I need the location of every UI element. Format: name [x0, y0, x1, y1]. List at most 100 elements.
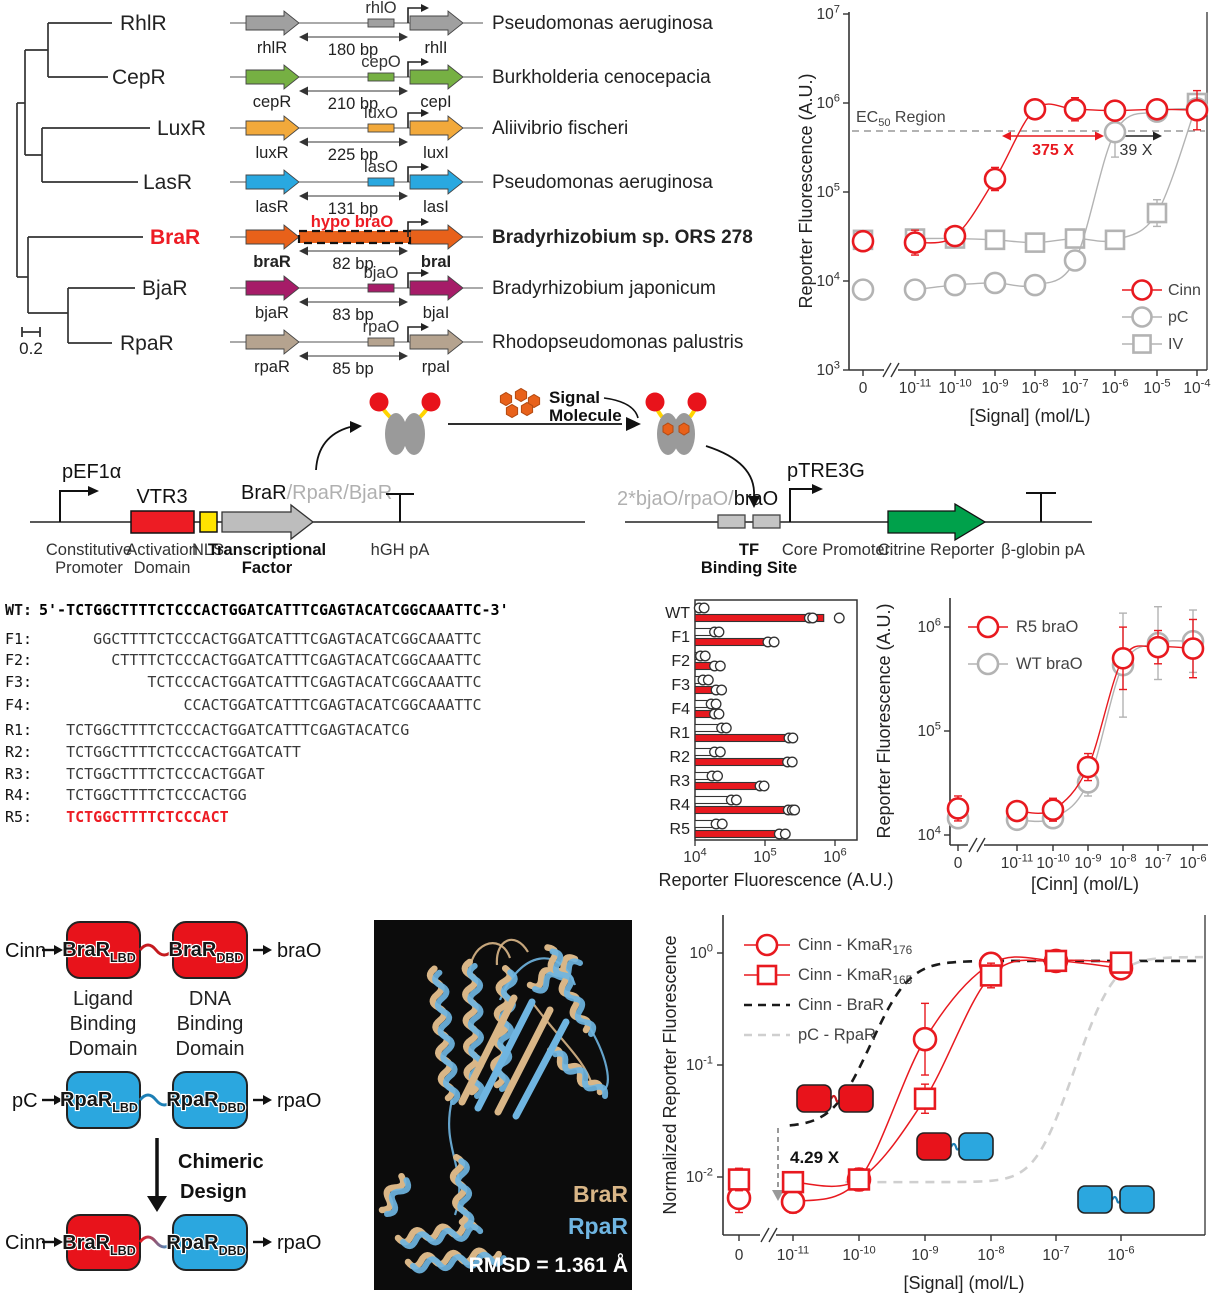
- box-label-main: RpaR: [166, 1232, 219, 1254]
- row1-input-label: Cinn: [5, 940, 46, 962]
- chimera-dbd-label: RpaRDBD: [166, 1232, 245, 1258]
- legend-label: R5 braO: [1016, 618, 1079, 636]
- right-gene-label: rhlI: [425, 39, 448, 57]
- ribbon-beta-strand: [474, 998, 536, 1112]
- icon-braR-rpaR: [916, 1132, 994, 1161]
- cinn-dose-response-chart: 104 105 106 0 10-11 10-10 10-9 10-8 10-7 10-6 [Cin…: [874, 598, 1208, 894]
- fold-arrowhead: [399, 137, 408, 147]
- tick-label: 10-10: [938, 377, 971, 397]
- operator-box: [367, 72, 395, 82]
- chimera-row1: Cinn BraRLBD BraRDBD braO: [5, 921, 321, 979]
- truncation-sequence-panel: w/ Cinn w/o Cinn WT:5'-TCTGGCTTTTCTCCCAC…: [0, 598, 660, 848]
- legend-item-IV: IV: [1122, 334, 1183, 354]
- category-label: F3: [671, 677, 690, 694]
- pef1a-promoter-icon: [59, 486, 99, 522]
- y-axis-label: Reporter Fluorescence (A.U.): [874, 603, 894, 838]
- sequence-indent: [39, 709, 183, 710]
- data-point-marker: [1076, 755, 1100, 779]
- bar-row-R3: R3: [670, 770, 770, 792]
- bar-with-cinn: [694, 805, 793, 815]
- promoter-icon: [407, 166, 421, 182]
- left-gene-arrow: [245, 64, 300, 90]
- tf-binding-box: [752, 514, 781, 529]
- data-point-marker: [1185, 98, 1209, 122]
- bar-row-F3: F3: [671, 674, 728, 696]
- left-gene-arrow: [245, 10, 300, 36]
- fold-arrowhead: [299, 32, 308, 42]
- legend-item-R5 braO: R5 braO: [968, 615, 1079, 639]
- braR-lbd-box-chimera: [66, 1214, 141, 1271]
- data-point-marker: [1023, 273, 1047, 297]
- nls-box: [199, 511, 218, 533]
- operator-label: rhlO: [365, 0, 396, 17]
- sequence-label: F4:: [5, 696, 33, 714]
- category-label: F1: [671, 629, 690, 646]
- bar-row-F1: F1: [671, 626, 780, 648]
- chimeric-label: Chimeric: [178, 1151, 264, 1173]
- chimeric-design-arrow: Chimeric Design: [147, 1138, 264, 1212]
- bar-row-F2: F2: [671, 650, 726, 672]
- tick-label: 10-6: [1107, 1244, 1134, 1264]
- replicate-dot: [786, 756, 798, 768]
- replicate-dot: [730, 794, 742, 806]
- data-point-marker: [903, 278, 927, 301]
- right-gene-label: rpaI: [422, 358, 450, 376]
- promoter-icon: [407, 112, 421, 128]
- caption-activation-1: Activation: [126, 541, 198, 559]
- bound-ligand: [678, 422, 690, 436]
- legend-item-pC - RpaR: pC - RpaR: [744, 1026, 876, 1044]
- dbd-caption-1: DNA: [189, 988, 232, 1010]
- data-point-marker: [1104, 229, 1126, 251]
- caption-tf-1: Transcriptional: [208, 541, 326, 559]
- design-label: Design: [180, 1181, 247, 1203]
- legend-item-Cinn - KmaR_165: Cinn - KmaR165: [744, 964, 913, 987]
- replicate-dot: [714, 746, 726, 758]
- fold-arrowhead: [299, 351, 308, 361]
- data-point-marker: [1131, 306, 1153, 328]
- sequence-label: R5:: [5, 808, 33, 826]
- rpaR-lbd-label: RpaRLBD: [60, 1089, 138, 1115]
- tick-label: 10-7: [1061, 377, 1088, 397]
- fold-arrowhead: [1002, 131, 1011, 141]
- tree-leaf-label-RpaR: RpaR: [120, 332, 174, 355]
- left-gene-label: bjaR: [255, 304, 289, 322]
- bar-row-WT: WT: [665, 602, 845, 624]
- left-gene-arrow: [245, 115, 300, 141]
- ptre3g-label: pTRE3G: [787, 460, 865, 482]
- signal-molecule-label-1: Signal: [549, 388, 600, 407]
- y-axis-label: Reporter Fluorescence (A.U.): [796, 73, 816, 308]
- sequence-label: F1:: [5, 630, 33, 648]
- replicate-dot: [787, 732, 799, 744]
- lbd-ball: [421, 392, 441, 412]
- caption-bglobin: β-globin pA: [1001, 541, 1085, 559]
- sequence-row-WT: WT: 5'-TCTGGCTTTTCTCCCACTGGATCATTTCGAGTAC…: [5, 601, 509, 619]
- right-gene-label: cepI: [420, 93, 451, 111]
- replicate-dot: [768, 636, 780, 648]
- tf-gene-arrow: [221, 503, 315, 541]
- sequence-text: TCTGGCTTTTCTCCCACTGGAT: [66, 765, 265, 783]
- truncation-bar-chart: 104 105 106 Reporter Fluorescence (A.U.) WT F…: [658, 599, 894, 890]
- tick-label: 105: [753, 846, 776, 866]
- promoter-bent-arrow: [59, 490, 88, 522]
- box-label-sub: LBD: [112, 1101, 138, 1115]
- ribbon-helix-rpaR: [549, 948, 597, 1037]
- fold-arrowhead: [772, 1190, 784, 1201]
- right-gene-label: lasI: [423, 198, 449, 216]
- sequence-row-R2: R2: TCTGGCTTTTCTCCCACTGGATCATT: [5, 743, 301, 761]
- legend-item-WT braO: WT braO: [968, 652, 1083, 676]
- species-label: Burkholderia cenocepacia: [492, 67, 711, 88]
- species-label: Pseudomonas aeruginosa: [492, 172, 713, 193]
- down-arrowhead: [147, 1196, 167, 1212]
- bglobin-terminator-icon: [1026, 492, 1056, 522]
- right-gene-arrow: [409, 224, 464, 250]
- signal-hexagon: [514, 387, 528, 403]
- tree-scale-bar: 0.2: [19, 327, 43, 358]
- ribbon-helix-braR: [394, 1219, 479, 1246]
- tick-label: 10-8: [1021, 377, 1048, 397]
- ribbon-beta-strand: [458, 994, 518, 1106]
- right-gene-arrow: [409, 115, 464, 141]
- ec50-region-label: EC50 Region: [856, 109, 946, 129]
- promoter-arrowhead: [812, 484, 823, 494]
- right-gene-arrow: [409, 64, 464, 90]
